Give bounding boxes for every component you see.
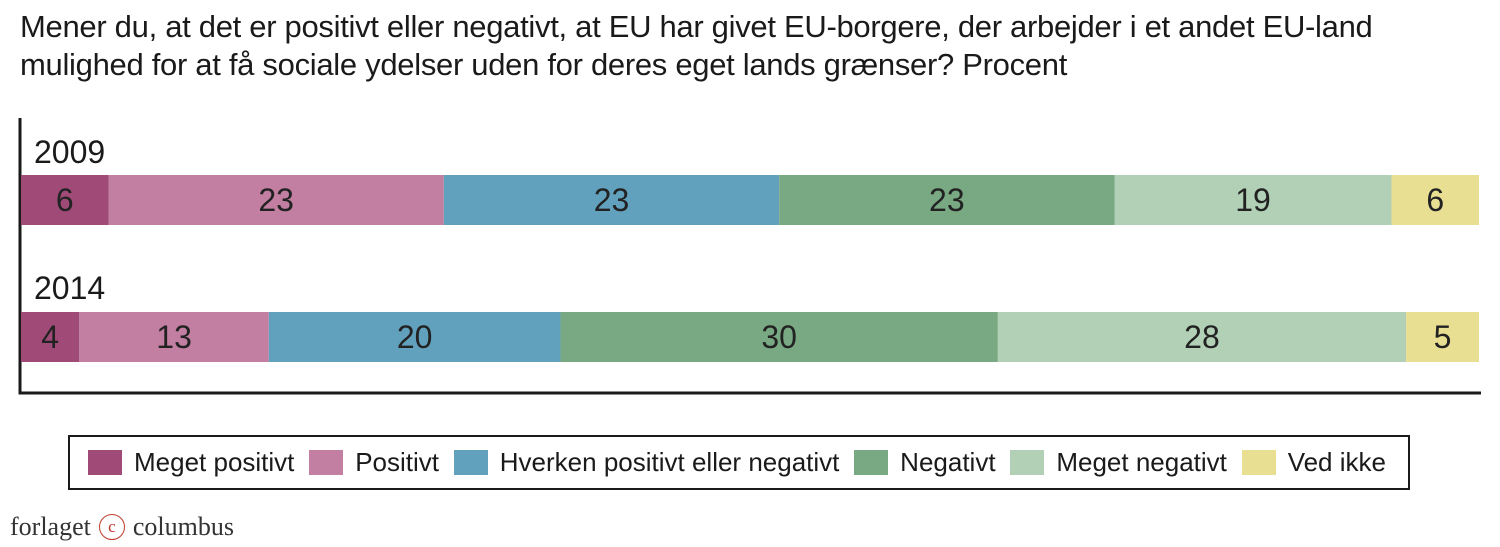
- data-label: 13: [156, 319, 192, 355]
- legend-item: Hverken positivt eller negativt: [453, 447, 840, 478]
- publisher-logo: forlaget c columbus: [10, 512, 234, 542]
- data-label: 19: [1235, 182, 1271, 218]
- bar-segment: [779, 175, 1115, 225]
- legend-swatch: [309, 450, 344, 475]
- legend-label: Positivt: [355, 447, 439, 477]
- copyright-icon: c: [98, 514, 125, 540]
- bar-segment: [108, 175, 444, 225]
- publisher-name-right: columbus: [132, 512, 234, 541]
- data-label: 4: [41, 319, 59, 355]
- legend-label: Ved ikke: [1287, 447, 1386, 477]
- chart-title: Mener du, at det er positivt eller negat…: [20, 8, 1480, 84]
- legend-item: Meget negativt: [1010, 447, 1227, 478]
- data-label: 23: [594, 182, 630, 218]
- bar-segment: [560, 312, 998, 362]
- publisher-name-left: forlaget: [10, 512, 91, 541]
- data-label: 28: [1184, 319, 1220, 355]
- data-label: 6: [1426, 182, 1444, 218]
- chart-title-line-1: Mener du, at det er positivt eller negat…: [20, 9, 1373, 44]
- stacked-bar-chart: 2009 6 23 23 23 19 6 2014 4 13 20 30 28 5: [18, 118, 1481, 395]
- data-label: 6: [56, 182, 74, 218]
- bar-segment: [79, 312, 269, 362]
- data-label: 30: [761, 319, 797, 355]
- bar-segment: [1406, 312, 1479, 362]
- chart-legend: Meget positivt Positivt Hverken positivt e…: [68, 435, 1410, 490]
- legend-label: Meget negativt: [1056, 447, 1227, 477]
- legend-item: Ved ikke: [1241, 447, 1386, 478]
- bar-segment: [997, 312, 1407, 362]
- legend-swatch: [854, 450, 889, 475]
- legend-item: Positivt: [309, 447, 439, 478]
- legend-label: Negativt: [900, 447, 996, 477]
- legend-item: Negativt: [854, 447, 996, 478]
- bar-segment: [443, 175, 780, 225]
- legend-swatch: [1241, 450, 1276, 475]
- legend-label: Meget positivt: [134, 447, 295, 477]
- chart-title-line-2: mulighed for at få sociale ydelser uden …: [20, 47, 1068, 82]
- bar-segment: [268, 312, 561, 362]
- data-label: 23: [258, 182, 294, 218]
- bar-segment: [1114, 175, 1392, 225]
- legend-item: Meget positivt: [88, 447, 294, 478]
- legend-swatch: [1010, 450, 1045, 475]
- legend-swatch: [88, 450, 122, 475]
- bar-segment: [1391, 175, 1479, 225]
- category-label: 2014: [34, 270, 105, 306]
- legend-label: Hverken positivt eller negativt: [499, 447, 840, 477]
- bar-segment: [21, 312, 80, 362]
- data-label: 23: [929, 182, 965, 218]
- data-label: 5: [1434, 319, 1452, 355]
- bar-segment: [21, 175, 109, 225]
- legend-swatch: [453, 450, 488, 475]
- category-label: 2009: [34, 134, 105, 170]
- data-label: 20: [397, 319, 433, 355]
